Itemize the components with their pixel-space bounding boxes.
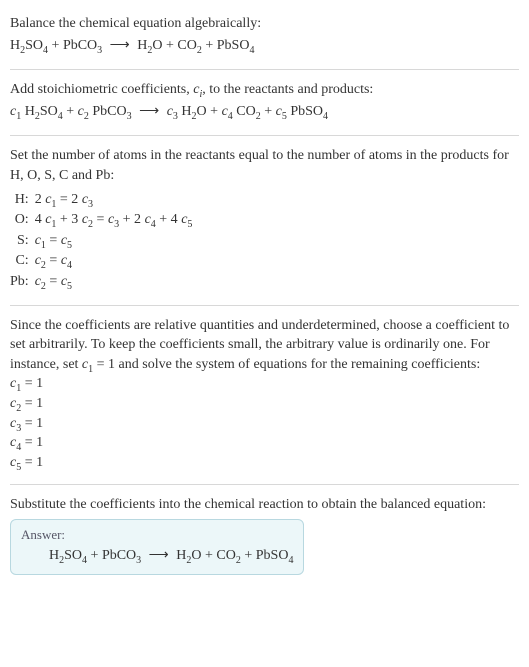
section-answer: Substitute the coefficients into the che… bbox=[10, 489, 519, 582]
coeff-line: c5 = 1 bbox=[10, 453, 519, 473]
element-label: Pb: bbox=[10, 272, 35, 293]
element-equation: c2 = c5 bbox=[35, 272, 199, 293]
element-label: H: bbox=[10, 190, 35, 211]
species-h2o: H2O bbox=[137, 38, 162, 53]
species-co2: CO2 bbox=[216, 548, 240, 563]
unbalanced-equation: H2SO4 + PbCO3 ⟶ H2O + CO2 + PbSO4 bbox=[10, 34, 519, 58]
species-pbso4: PbSO4 bbox=[256, 548, 294, 563]
answer-label: Answer: bbox=[21, 526, 293, 544]
section-solve: Since the coefficients are relative quan… bbox=[10, 310, 519, 481]
element-equation: c1 = c5 bbox=[35, 231, 199, 252]
element-equation: 2 c1 = 2 c3 bbox=[35, 190, 199, 211]
element-equation: c2 = c4 bbox=[35, 251, 199, 272]
arrow-icon: ⟶ bbox=[106, 38, 134, 53]
species-h2so4: H2SO4 bbox=[10, 38, 48, 53]
section-atom-equations: Set the number of atoms in the reactants… bbox=[10, 140, 519, 300]
species-pbso4: PbSO4 bbox=[217, 38, 255, 53]
element-label: O: bbox=[10, 210, 35, 231]
arrow-icon: ⟶ bbox=[145, 548, 173, 563]
coeff-line: c4 = 1 bbox=[10, 433, 519, 453]
species-pbco3: PbCO3 bbox=[63, 38, 102, 53]
section-add-coefficients: Add stoichiometric coefficients, ci, to … bbox=[10, 74, 519, 131]
element-label: S: bbox=[10, 231, 35, 252]
intro-text: Balance the chemical equation algebraica… bbox=[10, 14, 519, 34]
arrow-icon: ⟶ bbox=[135, 104, 163, 119]
divider bbox=[10, 69, 519, 70]
table-row: O: 4 c1 + 3 c2 = c3 + 2 c4 + 4 c5 bbox=[10, 210, 198, 231]
divider bbox=[10, 305, 519, 306]
atom-equations-table: H: 2 c1 = 2 c3 O: 4 c1 + 3 c2 = c3 + 2 c… bbox=[10, 190, 198, 293]
coeff-line: c1 = 1 bbox=[10, 374, 519, 394]
species-co2: CO2 bbox=[177, 38, 201, 53]
table-row: C: c2 = c4 bbox=[10, 251, 198, 272]
divider bbox=[10, 135, 519, 136]
solve-text: Since the coefficients are relative quan… bbox=[10, 316, 519, 375]
table-row: H: 2 c1 = 2 c3 bbox=[10, 190, 198, 211]
coeff-line: c3 = 1 bbox=[10, 414, 519, 434]
answer-box: Answer: H2SO4 + PbCO3 ⟶ H2O + CO2 + PbSO… bbox=[10, 519, 304, 575]
species-pbco3: PbCO3 bbox=[102, 548, 141, 563]
divider bbox=[10, 484, 519, 485]
answer-intro: Substitute the coefficients into the che… bbox=[10, 495, 519, 515]
coeff-line: c2 = 1 bbox=[10, 394, 519, 414]
table-row: Pb: c2 = c5 bbox=[10, 272, 198, 293]
section-balance-intro: Balance the chemical equation algebraica… bbox=[10, 8, 519, 65]
coefficient-values: c1 = 1 c2 = 1 c3 = 1 c4 = 1 c5 = 1 bbox=[10, 374, 519, 472]
species-h2o: H2O bbox=[176, 548, 201, 563]
element-label: C: bbox=[10, 251, 35, 272]
add-coeff-text: Add stoichiometric coefficients, ci, to … bbox=[10, 80, 519, 100]
table-row: S: c1 = c5 bbox=[10, 231, 198, 252]
coeff-equation: c1 H2SO4 + c2 PbCO3 ⟶ c3 H2O + c4 CO2 + … bbox=[10, 100, 519, 124]
atom-eq-intro: Set the number of atoms in the reactants… bbox=[10, 146, 519, 185]
species-h2so4: H2SO4 bbox=[49, 548, 87, 563]
element-equation: 4 c1 + 3 c2 = c3 + 2 c4 + 4 c5 bbox=[35, 210, 199, 231]
balanced-equation: H2SO4 + PbCO3 ⟶ H2O + CO2 + PbSO4 bbox=[21, 546, 293, 566]
